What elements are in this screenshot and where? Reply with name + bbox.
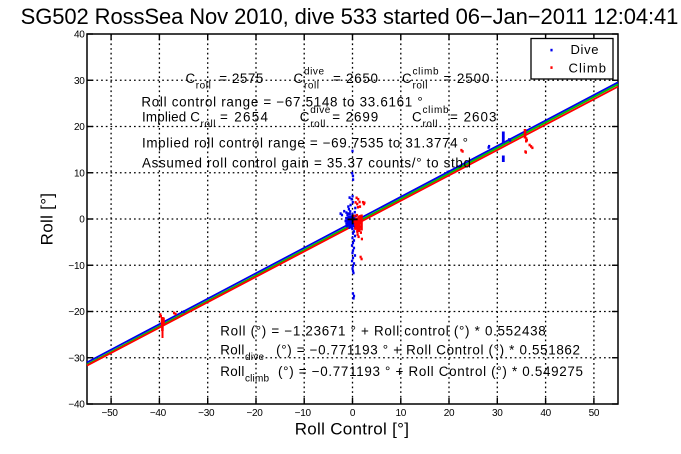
svg-text:Climb: Climb <box>569 60 607 75</box>
svg-text:−10: −10 <box>68 261 85 272</box>
svg-text:20: 20 <box>444 408 455 419</box>
svg-text:climb: climb <box>245 374 269 385</box>
svg-text:0: 0 <box>350 408 356 419</box>
svg-text:C: C <box>300 110 310 125</box>
svg-text:−10: −10 <box>295 408 312 419</box>
svg-text:(°) = −0.771193 ° + Roll Contr: (°) = −0.771193 ° + Roll Control (°) * 0… <box>278 364 583 379</box>
svg-text:roll: roll <box>196 81 211 92</box>
svg-text:Roll Control [°]: Roll Control [°] <box>295 419 410 438</box>
svg-text:Assumed roll control gain = 35: Assumed roll control gain = 35.37 counts… <box>142 156 471 171</box>
svg-text:climb: climb <box>423 105 449 116</box>
svg-text:−30: −30 <box>198 408 215 419</box>
svg-text:= 2603: = 2603 <box>450 110 496 125</box>
svg-text:= 2654: = 2654 <box>220 110 269 125</box>
svg-text:10: 10 <box>396 408 407 419</box>
svg-text:C: C <box>412 110 422 125</box>
svg-text:40: 40 <box>74 30 85 41</box>
svg-text:−40: −40 <box>68 400 85 411</box>
svg-text:30: 30 <box>492 408 503 419</box>
svg-text:50: 50 <box>589 408 600 419</box>
svg-text:20: 20 <box>74 122 85 133</box>
svg-text:−40: −40 <box>150 408 167 419</box>
svg-text:roll: roll <box>310 119 325 130</box>
svg-text:dive: dive <box>245 352 264 363</box>
svg-text:roll: roll <box>304 81 319 92</box>
svg-text:Dive: Dive <box>571 42 599 57</box>
svg-text:Roll: Roll <box>220 343 244 358</box>
svg-text:Implied C: Implied C <box>142 110 200 125</box>
svg-text:10: 10 <box>74 168 85 179</box>
svg-text:−50: −50 <box>102 408 119 419</box>
svg-text:= 2699: = 2699 <box>332 110 378 125</box>
svg-text:roll: roll <box>413 81 428 92</box>
svg-text:roll: roll <box>423 119 438 130</box>
svg-text:SG502 RossSea Nov 2010, dive 5: SG502 RossSea Nov 2010, dive 533 started… <box>21 4 679 29</box>
svg-text:= 2575: = 2575 <box>219 71 263 86</box>
svg-text:C: C <box>294 71 304 86</box>
svg-text:−30: −30 <box>68 353 85 364</box>
svg-text:C: C <box>186 71 196 86</box>
svg-text:30: 30 <box>74 76 85 87</box>
svg-text:= 2650: = 2650 <box>333 71 378 86</box>
svg-text:Roll control range = −67.5148: Roll control range = −67.5148 to 33.6161… <box>141 95 422 110</box>
svg-text:climb: climb <box>413 67 439 78</box>
svg-text:dive: dive <box>310 105 330 116</box>
svg-text:−20: −20 <box>68 307 85 318</box>
svg-text:C: C <box>402 71 412 86</box>
svg-text:Roll: Roll <box>220 364 244 379</box>
svg-text:40: 40 <box>540 408 551 419</box>
svg-text:= 2500: = 2500 <box>444 71 490 86</box>
svg-text:−20: −20 <box>246 408 263 419</box>
svg-text:(°) = −0.771193 ° + Roll Contr: (°) = −0.771193 ° + Roll Control (°) * 0… <box>276 343 580 358</box>
svg-text:Roll (°) = −1.23671 ° + Roll c: Roll (°) = −1.23671 ° + Roll control (°)… <box>220 324 545 339</box>
svg-text:Implied roll control range = −: Implied roll control range = −69.7535 to… <box>142 136 468 151</box>
svg-text:dive: dive <box>304 67 324 78</box>
svg-text:roll: roll <box>201 119 216 130</box>
svg-text:Roll [°]: Roll [°] <box>38 193 57 246</box>
svg-text:0: 0 <box>79 215 85 226</box>
